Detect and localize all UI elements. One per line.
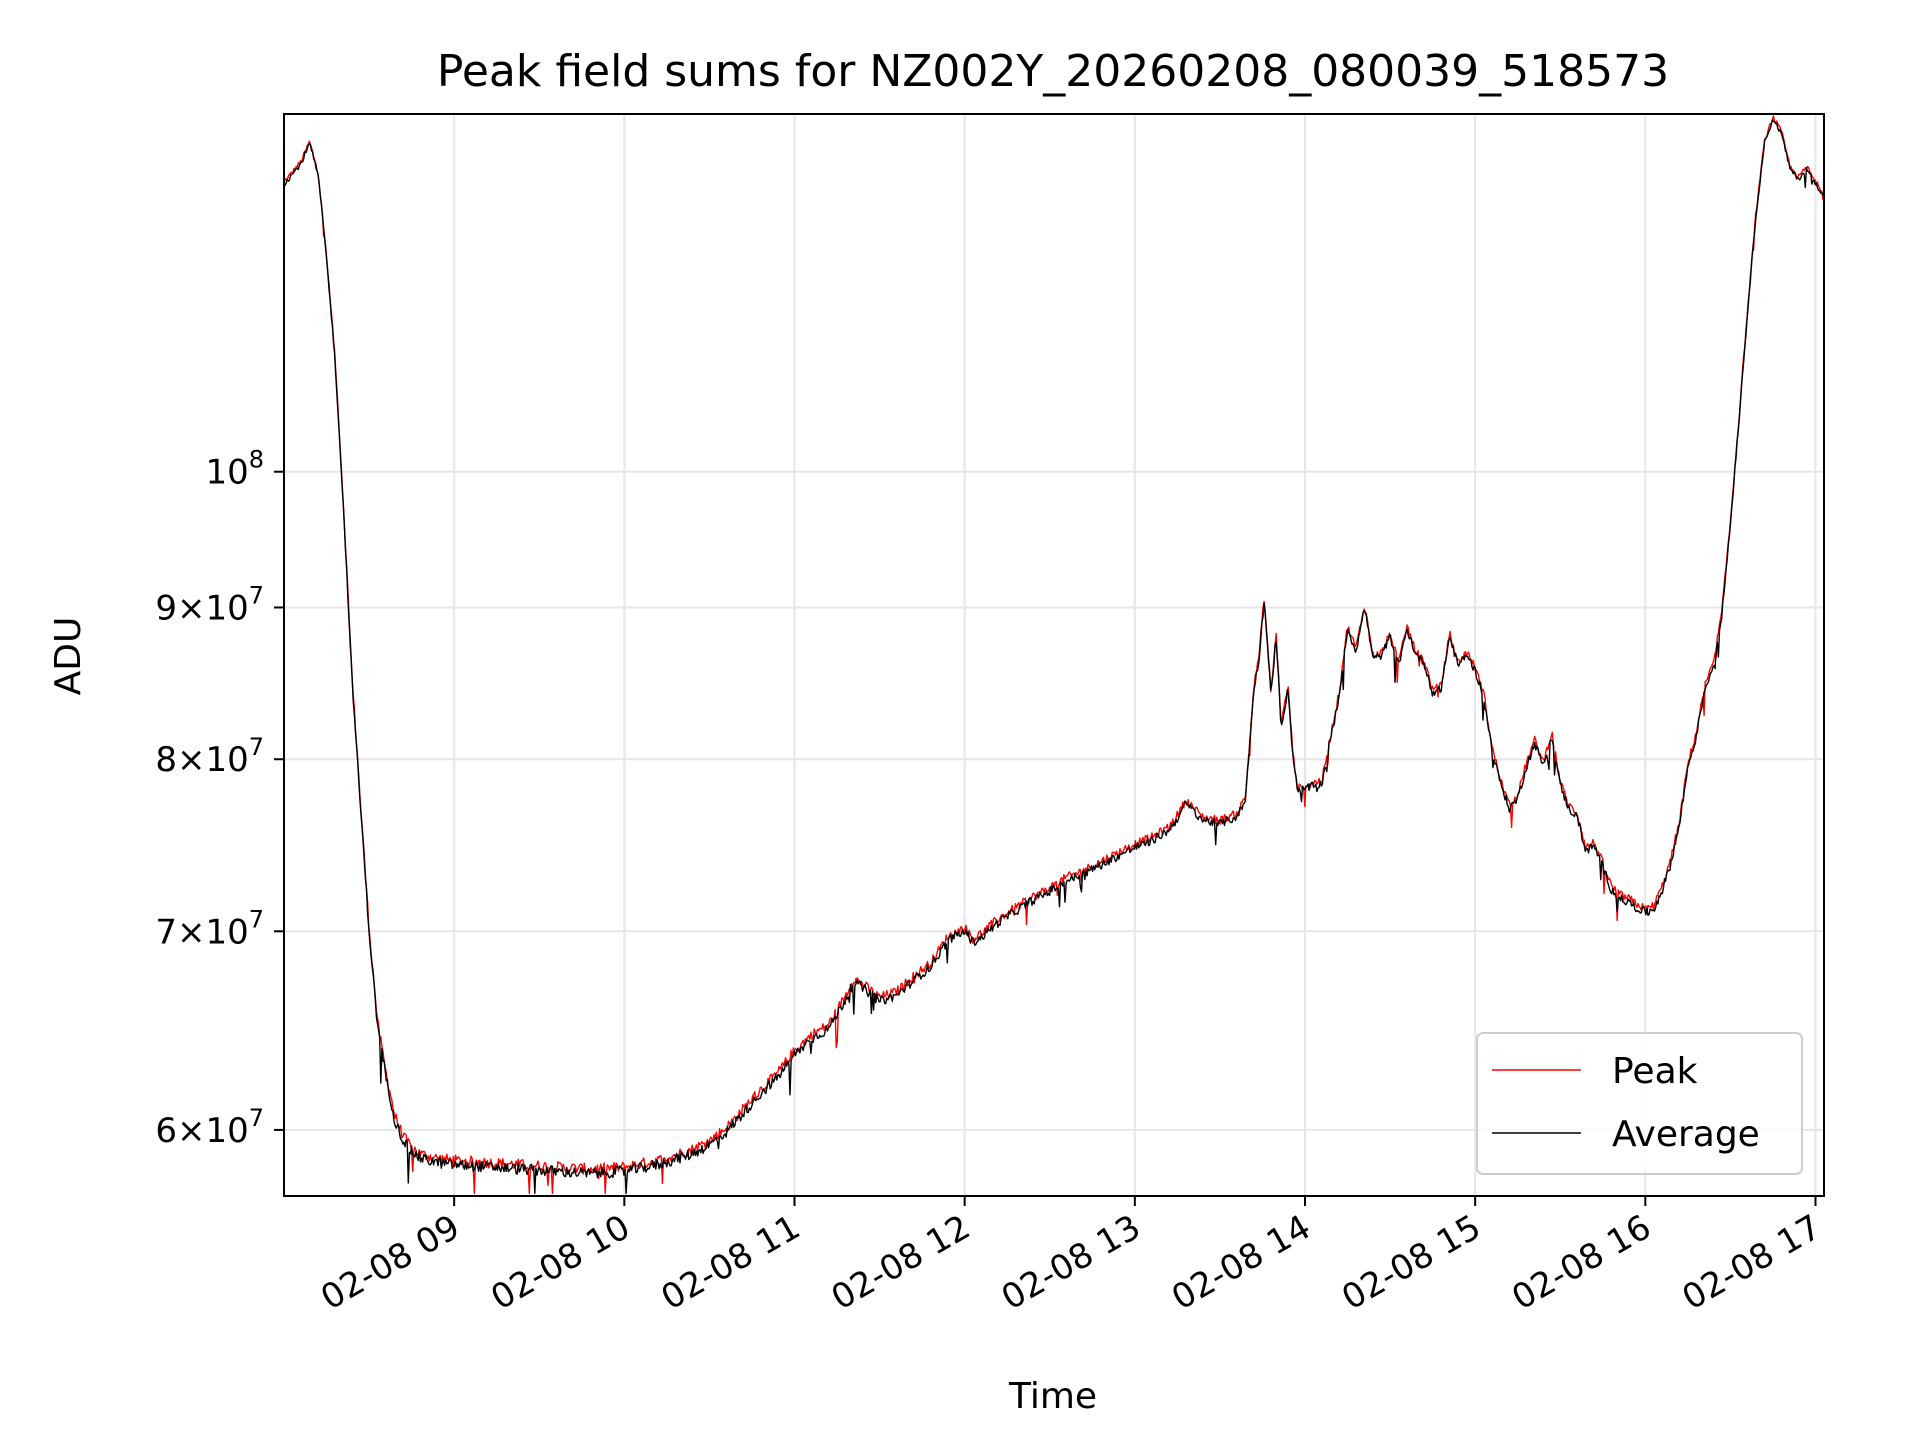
- legend: Peak Average: [1476, 1032, 1803, 1175]
- plot-frame: [283, 113, 1825, 1197]
- svg-text:9×107: 9×107: [155, 581, 264, 628]
- y-tick-label: 8×107: [155, 733, 264, 780]
- chart-title: Peak field sums for NZ002Y_20260208_0800…: [437, 46, 1669, 97]
- legend-box: [1476, 1032, 1803, 1175]
- series-layer: [283, 115, 1825, 1195]
- legend-label-peak: Peak: [1612, 1051, 1698, 1092]
- y-tick-label: 6×107: [155, 1104, 264, 1151]
- svg-text:7×107: 7×107: [155, 905, 264, 952]
- svg-text:6×107: 6×107: [155, 1104, 264, 1151]
- y-axis-label: ADU: [48, 617, 89, 696]
- x-axis-label: Time: [1008, 1376, 1097, 1417]
- svg-text:8×107: 8×107: [155, 733, 264, 780]
- y-ticks: 6×107 7×107 8×107 9×107 108: [155, 446, 284, 1151]
- y-tick-label: 9×107: [155, 581, 264, 628]
- y-tick-label: 7×107: [155, 905, 264, 952]
- svg-text:108: 108: [205, 446, 264, 493]
- legend-label-average: Average: [1612, 1114, 1760, 1155]
- y-tick-label: 108: [205, 446, 264, 493]
- series-line-average: [283, 119, 1825, 1195]
